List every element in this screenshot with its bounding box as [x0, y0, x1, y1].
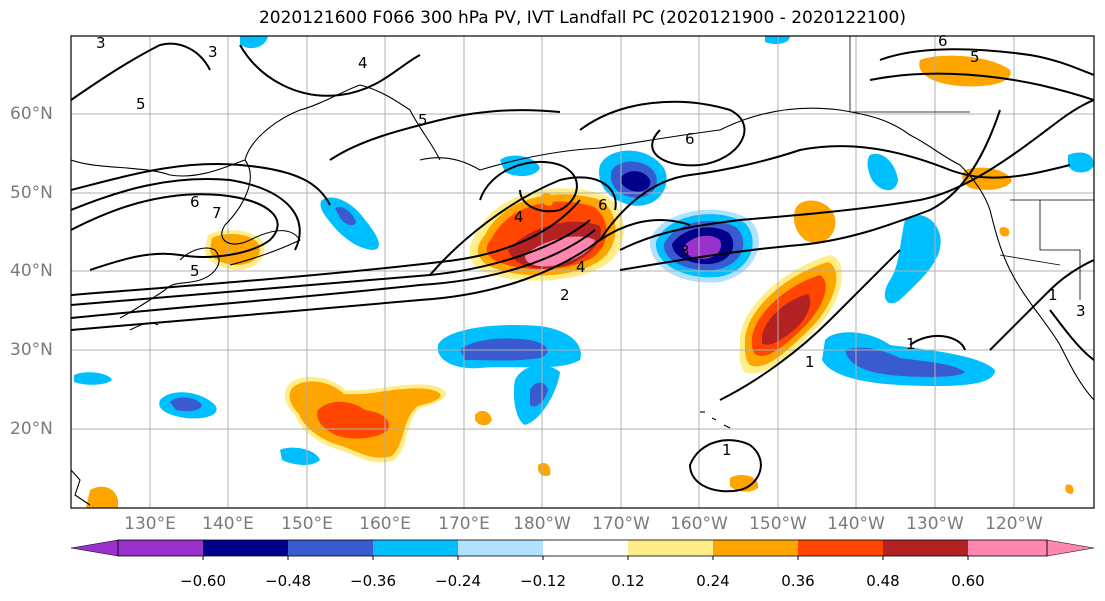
lon-label: 170°W	[592, 514, 650, 534]
colorbar-tick-label: 0.12	[611, 572, 645, 590]
colorbar-tick-label: −0.36	[350, 572, 396, 590]
contour-label: 5	[136, 95, 146, 113]
lon-label: 170°E	[438, 514, 490, 534]
lon-label: 130°W	[906, 514, 964, 534]
colorbar-tick-label: −0.48	[265, 572, 311, 590]
lat-label: 30°N	[10, 340, 53, 360]
colorbar-segment	[883, 540, 968, 556]
lat-label: 60°N	[10, 104, 53, 124]
lon-label: 120°W	[985, 514, 1043, 534]
lon-label: 160°E	[359, 514, 411, 534]
contour-label: 4	[358, 54, 368, 72]
contour-label: 3	[1076, 302, 1086, 320]
colorbar-min-extension	[70, 539, 119, 557]
contour-label: 5	[970, 48, 980, 66]
contour-label: 1	[805, 353, 815, 371]
colorbar-tick-label: −0.24	[435, 572, 481, 590]
contour-labels: 3 3 4 5 6 7 5 6 4 2 4 6 3 5 6 1 1 1 1 3 …	[96, 32, 1086, 459]
colorbar-segment	[373, 540, 458, 556]
colorbar-segment	[968, 540, 1047, 556]
contour-label: 3	[680, 242, 690, 260]
colorbar-tick-label: −0.12	[520, 572, 566, 590]
colorbar-segment	[118, 540, 203, 556]
lon-label: 150°E	[281, 514, 333, 534]
pv-anomaly-fills	[74, 36, 1094, 508]
colorbar-segment	[798, 540, 883, 556]
colorbar-tick-label: 0.36	[781, 572, 815, 590]
colorbar-tick-label: 0.48	[866, 572, 900, 590]
contour-label: 4	[576, 258, 586, 276]
lon-label: 140°E	[202, 514, 254, 534]
coastlines	[71, 84, 1094, 506]
lon-label: 140°W	[827, 514, 885, 534]
contour-label: 6	[598, 196, 608, 214]
contour-label: 4	[514, 208, 524, 226]
colorbar-tick-label: −0.60	[180, 572, 226, 590]
contour-label: 1	[1048, 286, 1058, 304]
colorbar-max-extension	[1046, 539, 1095, 557]
lon-label: 150°W	[749, 514, 807, 534]
colorbar-segment	[713, 540, 798, 556]
colorbar-segment	[543, 540, 628, 556]
contour-label: 6	[938, 32, 948, 50]
contour-label: 5	[418, 111, 428, 129]
colorbar-segment	[628, 540, 713, 556]
colorbar-tick-label: 0.24	[696, 572, 730, 590]
colorbar-segment	[458, 540, 543, 556]
contour-label: 6	[685, 130, 695, 148]
lon-label: 160°W	[670, 514, 728, 534]
contour-label: 2	[560, 286, 570, 304]
contour-label: 1	[906, 335, 916, 353]
lat-label: 50°N	[10, 183, 53, 203]
lon-label: 130°E	[124, 514, 176, 534]
contour-label: 1	[722, 441, 732, 459]
contour-label: 6	[190, 193, 200, 211]
lon-label: 180°W	[513, 514, 571, 534]
contour-label: 3	[208, 43, 218, 61]
colorbar-outline	[117, 539, 1048, 557]
map-frame	[70, 35, 1095, 509]
lat-label: 20°N	[10, 419, 53, 439]
colorbar-segment	[288, 540, 373, 556]
colorbar-segment	[203, 540, 288, 556]
political-borders	[849, 36, 1094, 300]
contour-label: 5	[190, 262, 200, 280]
colorbar	[70, 539, 1095, 560]
contour-label: 7	[212, 204, 222, 222]
pv-contours	[71, 42, 1094, 493]
colorbar-tick-label: 0.60	[951, 572, 985, 590]
lat-label: 40°N	[10, 261, 53, 281]
graticule	[71, 36, 1094, 508]
figure-title: 2020121600 F066 300 hPa PV, IVT Landfall…	[258, 8, 906, 28]
contour-label: 3	[96, 34, 106, 52]
